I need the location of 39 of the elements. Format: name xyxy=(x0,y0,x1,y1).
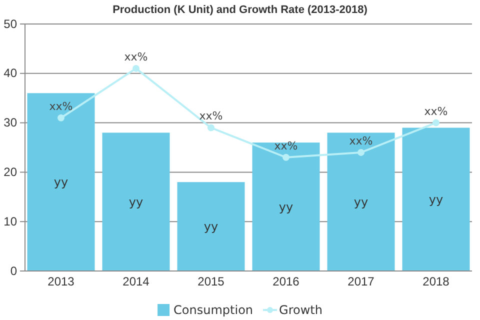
point xyxy=(358,148,364,156)
x-tick-label: 2014 xyxy=(122,274,150,289)
bar xyxy=(102,132,170,271)
data-label: xx% xyxy=(199,110,223,123)
data-label: xx% xyxy=(274,139,298,152)
x-tick-label: 2017 xyxy=(348,274,375,289)
data-label: xx% xyxy=(424,104,448,118)
point xyxy=(432,119,440,126)
data-label: yy xyxy=(128,194,144,209)
x-tick-label: 2016 xyxy=(272,274,300,289)
data-label: yy xyxy=(204,220,218,234)
y-tick-label: 20 xyxy=(4,165,18,180)
chart-title: Production (K Unit) and Growth Rate (2013-2018) xyxy=(112,4,368,16)
bar xyxy=(327,132,395,271)
x-tick-label: 2018 xyxy=(422,274,450,289)
point xyxy=(208,124,214,132)
y-tick-label: 30 xyxy=(4,116,18,130)
bar xyxy=(27,93,95,271)
point xyxy=(58,114,64,122)
data-label: yy xyxy=(278,200,294,214)
data-label: xx% xyxy=(49,100,73,113)
data-label: xx% xyxy=(124,50,148,64)
data-label: yy xyxy=(354,194,368,209)
legend-label: Consumption xyxy=(174,303,254,317)
data-label: yy xyxy=(428,192,444,206)
x-tick-label: 2015 xyxy=(198,274,225,289)
legend-label: Growth xyxy=(279,303,322,317)
bar xyxy=(252,142,320,271)
data-label: yy xyxy=(54,175,68,190)
y-tick-label: 0 xyxy=(10,264,18,278)
x-tick-label: 2013 xyxy=(48,274,75,289)
y-tick-label: 50 xyxy=(4,16,18,31)
y-tick-label: 10 xyxy=(4,214,18,228)
bar xyxy=(402,128,470,271)
bar xyxy=(177,182,245,271)
y-tick-label: 40 xyxy=(4,66,18,80)
point xyxy=(282,154,290,161)
point xyxy=(132,64,140,72)
data-label: xx% xyxy=(349,134,373,148)
